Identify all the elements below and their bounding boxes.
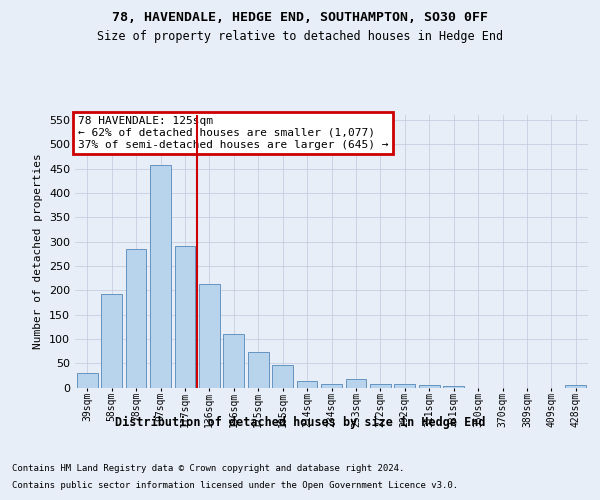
Text: Contains public sector information licensed under the Open Government Licence v3: Contains public sector information licen… (12, 481, 458, 490)
Bar (419, 385, 440, 388)
Bar (101, 294, 122, 388)
Text: Distribution of detached houses by size in Hedge End: Distribution of detached houses by size … (115, 416, 485, 429)
Bar (370, 384, 391, 388)
Bar (296, 381, 317, 388)
Bar (443, 386, 464, 388)
Text: Contains HM Land Registry data © Crown copyright and database right 2024.: Contains HM Land Registry data © Crown c… (12, 464, 404, 473)
Bar (150, 165, 171, 388)
Y-axis label: Number of detached properties: Number of detached properties (34, 154, 43, 349)
Bar (272, 364, 293, 388)
Bar (199, 284, 220, 388)
Bar (346, 378, 367, 388)
Bar (321, 384, 342, 388)
Bar (394, 384, 415, 388)
Bar (223, 334, 244, 388)
Text: Size of property relative to detached houses in Hedge End: Size of property relative to detached ho… (97, 30, 503, 43)
Bar (175, 246, 196, 388)
Bar (248, 352, 269, 388)
Text: 78, HAVENDALE, HEDGE END, SOUTHAMPTON, SO30 0FF: 78, HAVENDALE, HEDGE END, SOUTHAMPTON, S… (112, 11, 488, 24)
Bar (125, 249, 146, 388)
Text: 78 HAVENDALE: 125sqm
← 62% of detached houses are smaller (1,077)
37% of semi-de: 78 HAVENDALE: 125sqm ← 62% of detached h… (77, 116, 388, 150)
Bar (565, 385, 586, 388)
Bar (77, 373, 98, 388)
